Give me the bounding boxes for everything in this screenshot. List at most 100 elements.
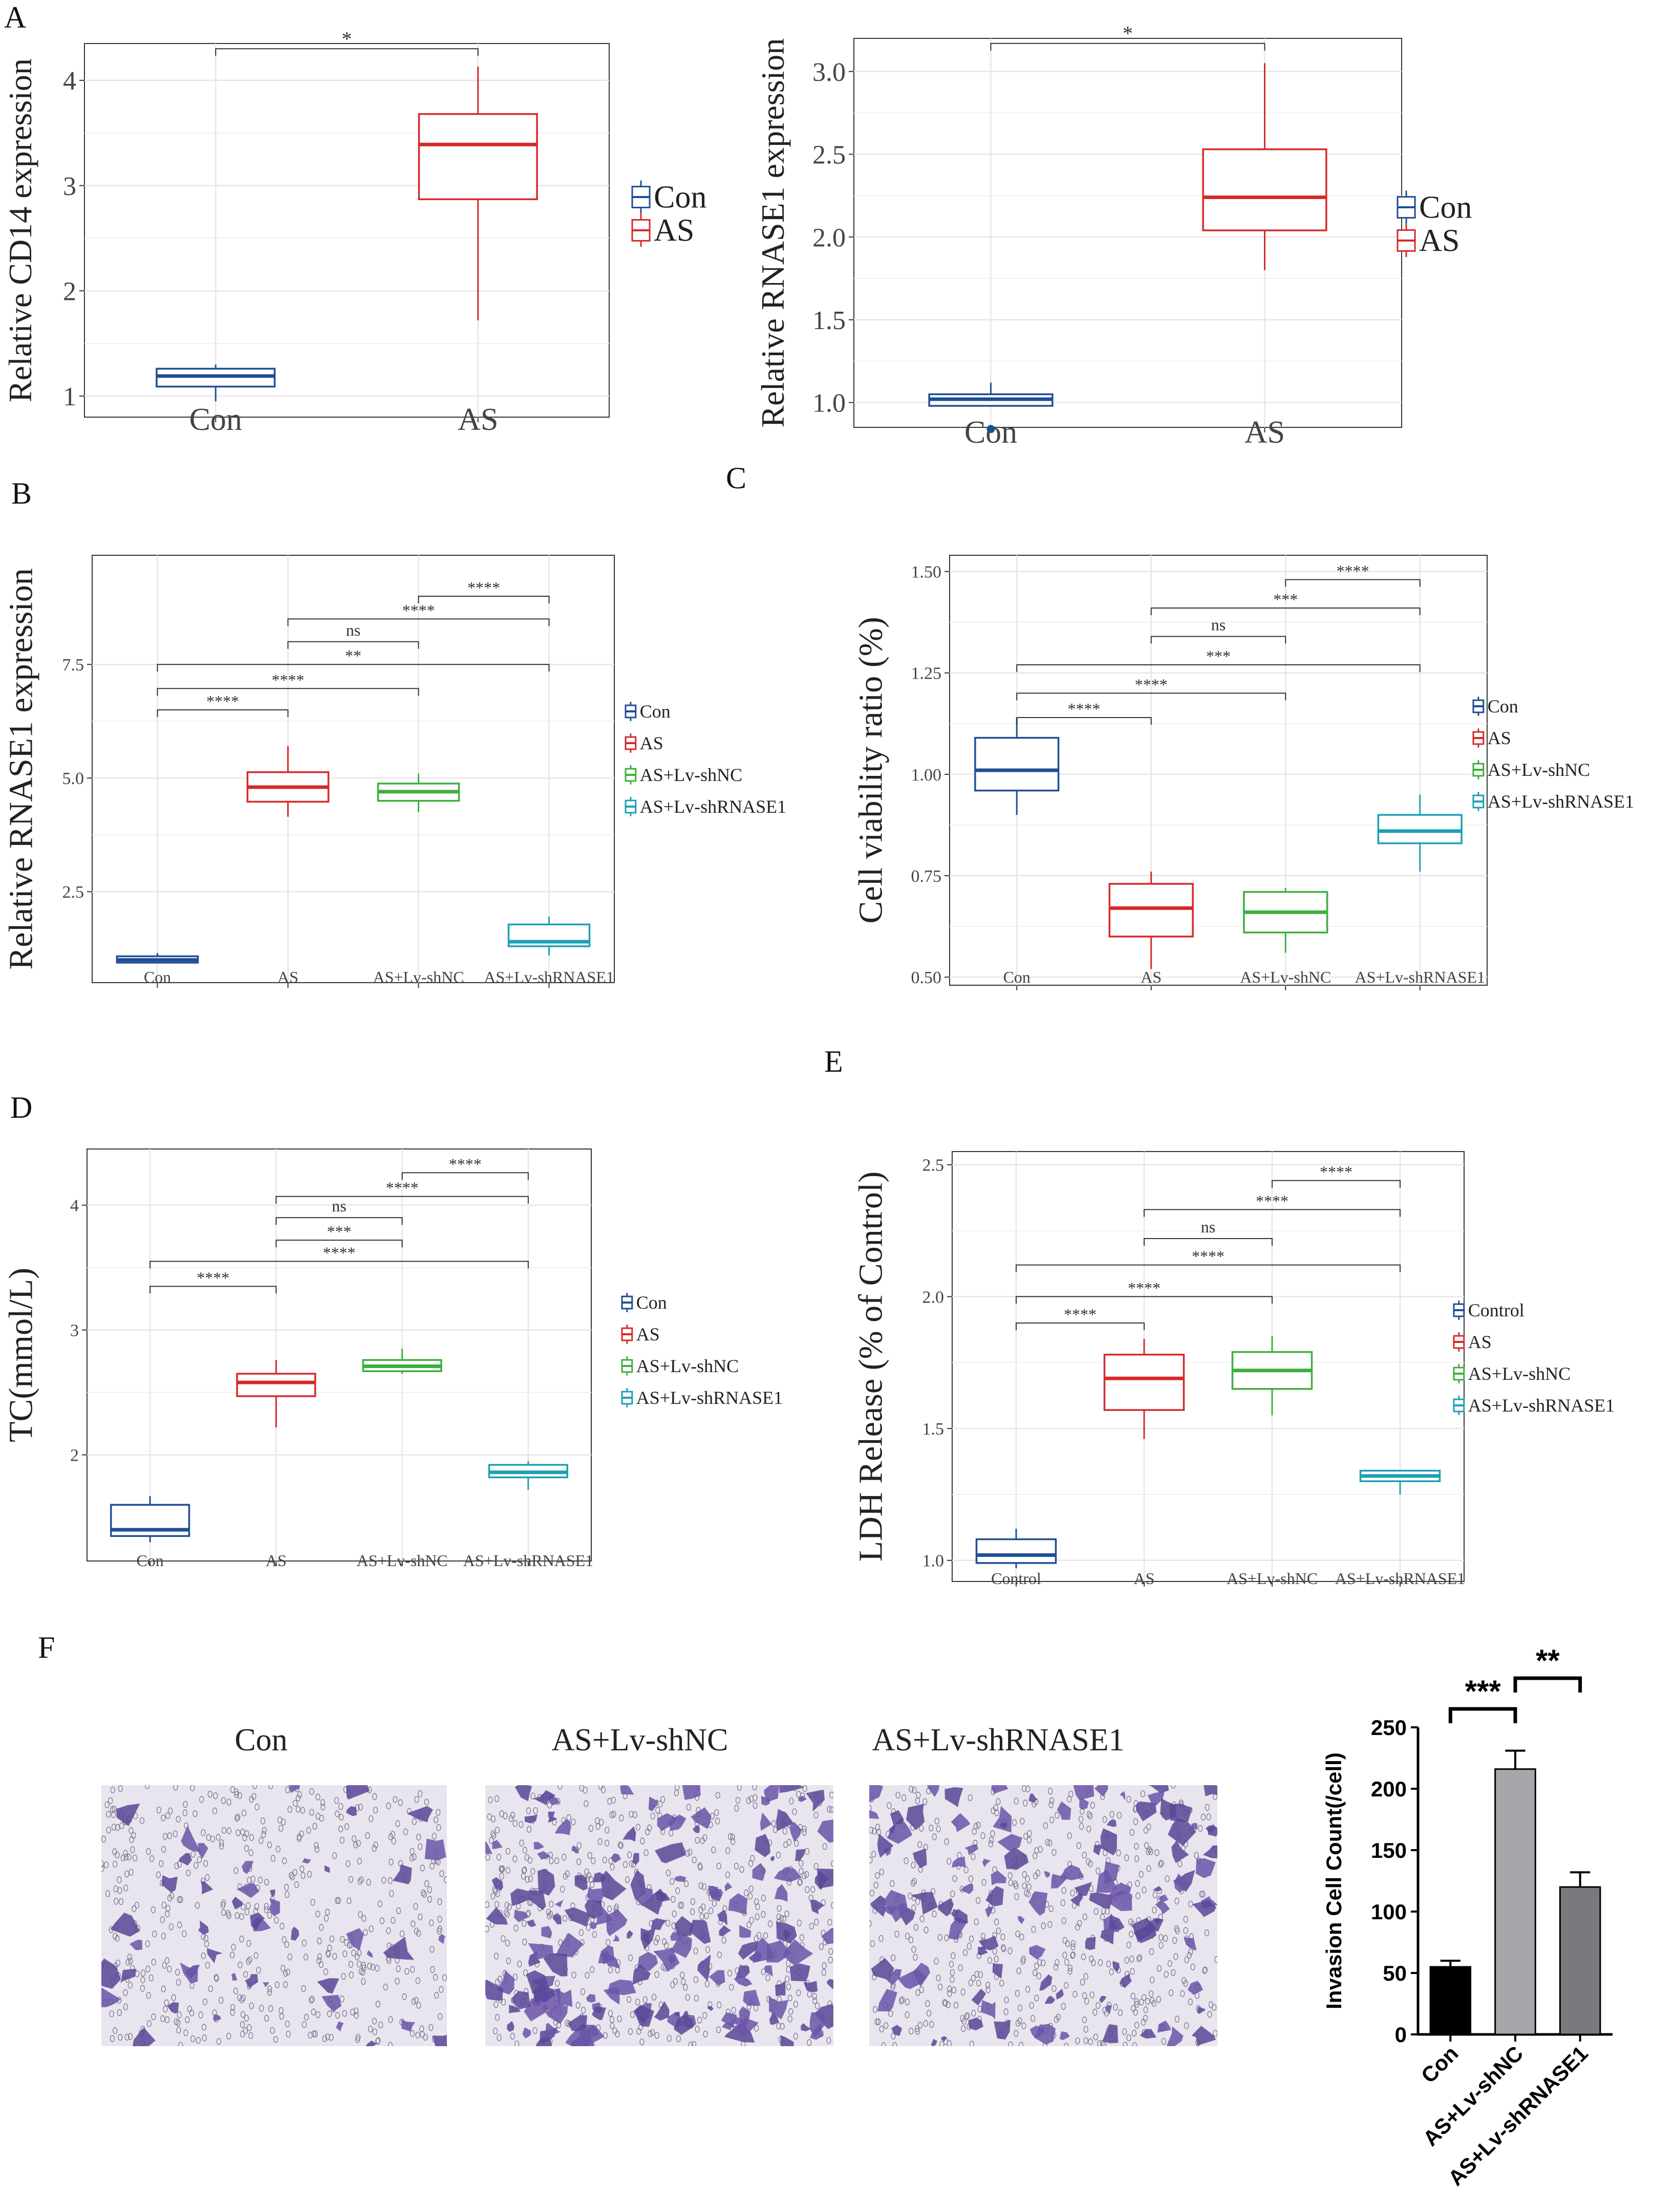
membrane-pore <box>249 1795 254 1803</box>
stained-cell <box>826 1979 833 1989</box>
membrane-pore <box>1199 1891 1204 1898</box>
membrane-pore <box>1083 1973 1088 1980</box>
membrane-pore <box>735 1796 741 1804</box>
stained-cell <box>524 1814 538 1824</box>
membrane-pore <box>628 2028 633 2035</box>
stained-cell <box>1147 1791 1165 1806</box>
membrane-pore <box>964 2013 969 2021</box>
membrane-pore <box>418 1913 423 1921</box>
membrane-pore <box>972 1828 977 1835</box>
membrane-pore <box>812 1992 817 2000</box>
stained-cell <box>993 1806 1012 1833</box>
membrane-pore <box>1082 1851 1087 1859</box>
membrane-pore <box>1034 1962 1039 1969</box>
stained-cell <box>743 1989 761 2006</box>
membrane-pore <box>643 1849 649 1856</box>
membrane-pore <box>695 2026 700 2033</box>
stained-cell <box>538 1869 555 1896</box>
membrane-pore <box>416 1833 421 1841</box>
significance-bracket <box>275 1196 529 1204</box>
membrane-pore <box>725 1847 731 1854</box>
y-tick-label: 1.0 <box>812 389 846 418</box>
membrane-pore <box>437 1898 442 1905</box>
membrane-pore <box>1036 1972 1042 1980</box>
y-tick-label: 250 <box>1371 1716 1407 1740</box>
membrane-pore <box>499 1866 505 1873</box>
membrane-pore <box>336 1897 341 1904</box>
membrane-pore <box>205 1874 210 1881</box>
membrane-pore <box>780 2023 785 2030</box>
box-as <box>236 1373 316 1397</box>
membrane-pore <box>1190 1963 1195 1970</box>
membrane-pore <box>254 1903 260 1910</box>
membrane-pore <box>1200 1891 1206 1898</box>
stained-cell <box>674 2012 680 2018</box>
y-axis-label: LDH Release (% of Control) <box>852 1172 890 1562</box>
legend-label: AS <box>636 1324 660 1344</box>
membrane-pore <box>379 1917 384 1924</box>
membrane-pore <box>510 1811 515 1819</box>
membrane-pore <box>165 1911 170 1918</box>
stained-cell <box>555 1989 573 2007</box>
membrane-pore <box>628 1954 633 1961</box>
x-tick-label: AS+Lv-shRNASE1 <box>1335 1569 1466 1588</box>
membrane-pore <box>505 1939 510 1946</box>
x-tick-label: AS+Lv-shNC <box>1227 1569 1318 1588</box>
stained-cell <box>1089 1892 1113 1910</box>
membrane-pore <box>375 2001 380 2008</box>
membrane-pore <box>199 1796 204 1803</box>
membrane-pore <box>110 1806 115 1813</box>
stained-cell <box>568 2015 588 2032</box>
membrane-pore <box>747 1893 753 1900</box>
membrane-pore <box>493 2001 499 2008</box>
membrane-pore <box>365 1832 370 1839</box>
membrane-pore <box>872 1828 877 1835</box>
membrane-pore <box>1054 2016 1059 2023</box>
membrane-pore <box>127 1982 133 1989</box>
membrane-pore <box>356 1961 362 1968</box>
stained-cell <box>985 1906 994 1918</box>
membrane-pore <box>1143 2006 1148 2013</box>
legend-label: AS+Lv-shRNASE1 <box>1468 1395 1615 1416</box>
membrane-pore <box>1023 1799 1028 1807</box>
y-axis-label: Cell viability ratio (%) <box>852 617 890 923</box>
y-tick-label: 1.00 <box>911 766 942 785</box>
stained-cell <box>806 1789 825 1812</box>
membrane-pore <box>300 1807 305 1814</box>
membrane-pore <box>341 1972 346 1980</box>
membrane-pore <box>361 1964 367 1971</box>
significance-label: **** <box>1064 1305 1097 1324</box>
membrane-pore <box>1070 1940 1076 1947</box>
y-tick-label: 200 <box>1371 1777 1407 1801</box>
significance-bracket <box>1016 1264 1401 1272</box>
membrane-pore <box>140 1985 145 1992</box>
membrane-pore <box>884 2022 889 2029</box>
membrane-pore <box>974 1970 979 1978</box>
membrane-pore <box>943 2000 948 2007</box>
membrane-pore <box>1070 1952 1075 1959</box>
stained-cell <box>801 2023 811 2031</box>
y-tick-label: 2.5 <box>62 883 84 902</box>
stained-cell <box>674 2014 694 2035</box>
membrane-pore <box>127 2033 133 2040</box>
stained-cell <box>288 1785 300 1793</box>
membrane-pore <box>584 1800 589 1807</box>
membrane-pore <box>980 1933 985 1940</box>
membrane-pore <box>221 1827 227 1834</box>
membrane-pore <box>1207 2011 1212 2018</box>
membrane-pore <box>151 1906 156 1914</box>
membrane-pore <box>765 1974 770 1982</box>
membrane-pore <box>698 1882 703 1890</box>
membrane-pore <box>108 1797 113 1805</box>
stained-cell <box>336 2021 343 2032</box>
stained-cell <box>268 1898 280 1917</box>
membrane-pore <box>911 1861 916 1869</box>
y-tick-label: 0 <box>1395 2023 1407 2047</box>
membrane-pore <box>241 1903 246 1911</box>
significance-bracket <box>1016 664 1421 672</box>
membrane-pore <box>1182 1977 1187 1984</box>
membrane-pore <box>437 1916 442 1923</box>
membrane-pore <box>496 1853 502 1861</box>
membrane-pore <box>888 2010 893 2017</box>
membrane-pore <box>128 1869 134 1876</box>
